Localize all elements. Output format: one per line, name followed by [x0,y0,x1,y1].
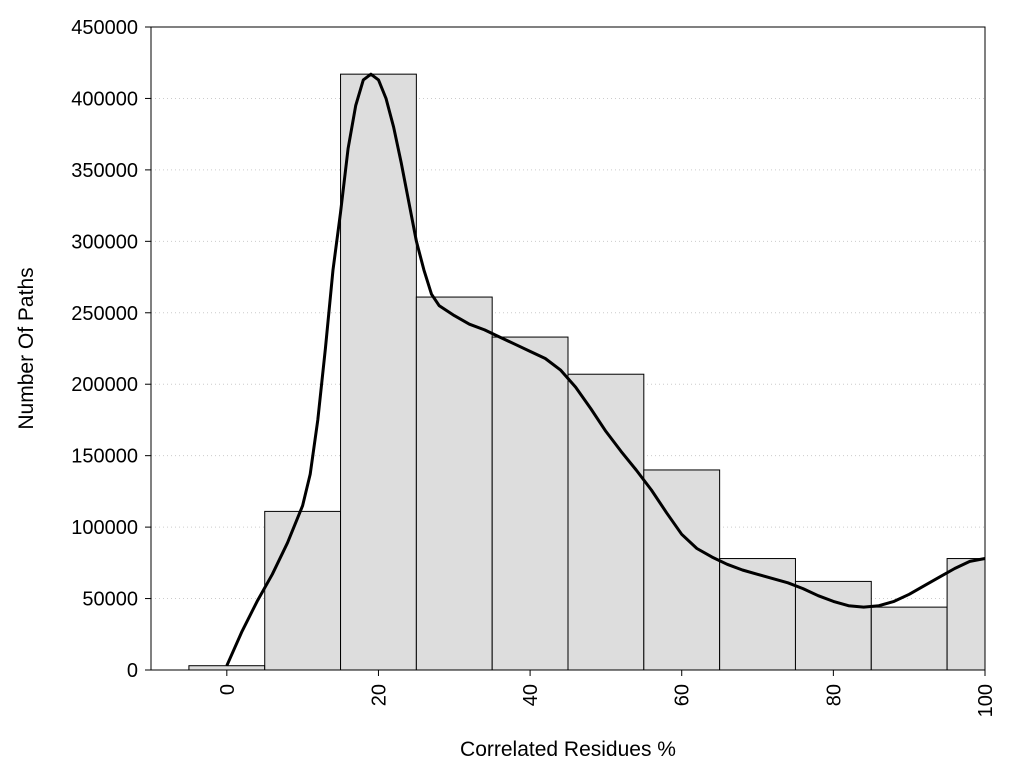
histogram-bar [643,469,721,671]
y-tick-label: 450000 [71,17,138,39]
y-tick-label: 400000 [71,88,138,110]
y-tick-label: 200000 [71,374,138,396]
plot-frame [150,26,986,671]
y-tick-label: 250000 [71,303,138,325]
y-tick-label: 300000 [71,231,138,253]
x-axis-title: Correlated Residues % [460,738,676,761]
histogram-bar [719,558,796,671]
x-axis-ticks: 0 20 40 60 80 100 [217,670,997,717]
density-curve [225,72,986,667]
histogram-bar [415,296,493,671]
histogram-bar [946,558,986,671]
y-tick-label: 0 [127,660,138,682]
histogram-bar [340,73,417,671]
y-tick-label: 150000 [71,446,138,468]
x-tick-label: 40 [520,684,542,706]
y-tick-label: 50000 [82,589,138,611]
curve-layer [225,72,986,667]
histogram-bar [794,580,872,671]
y-tick-label: 350000 [71,160,138,182]
y-axis-ticks: 0 50000 100000 150000 200000 250000 300000 3500… [71,17,151,682]
x-tick-label: 20 [368,684,390,706]
x-tick-label: 60 [672,684,694,706]
x-tick-label: 100 [975,684,997,717]
x-tick-label: 80 [823,684,845,706]
histogram-bar [264,510,342,671]
y-axis-title: Number Of Paths [15,267,38,429]
x-tick-label: 0 [217,684,239,695]
histogram-bar [491,336,569,671]
histogram-bar [870,606,948,671]
histogram-bar [567,373,645,671]
y-tick-label: 100000 [71,517,138,539]
histogram-bar [188,665,266,671]
